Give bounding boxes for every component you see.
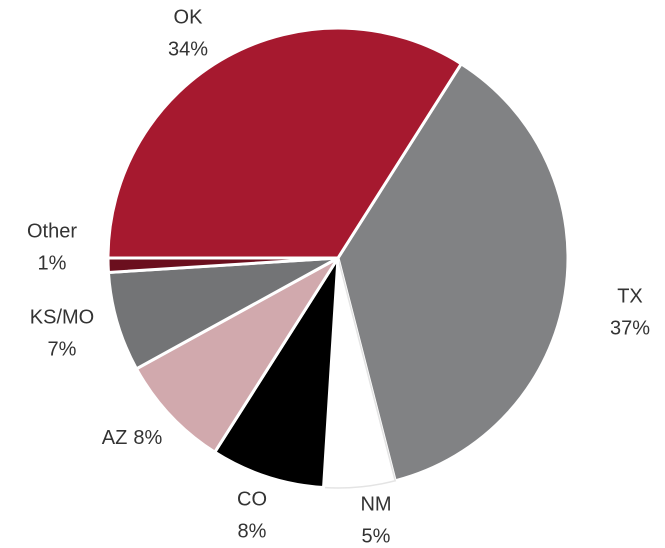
slice-label: OK [174, 6, 204, 28]
pie-slice [106, 256, 339, 371]
slice-category: AZ [102, 427, 128, 449]
slice-label: NM [360, 493, 391, 515]
pie-slice [212, 257, 340, 490]
slice-value-label: 37% [610, 317, 650, 339]
slice-value-label: 5% [362, 525, 391, 547]
slice-value-label: 1% [38, 252, 67, 274]
slice-value-label: 8% [238, 520, 267, 542]
pie-slice [134, 256, 340, 455]
slice-value-label: 8% [133, 427, 162, 449]
slice-label: KS/MO [30, 306, 94, 328]
slice-label: CO [237, 488, 267, 510]
slice-value-label: 7% [48, 338, 77, 360]
slice-label: Other [27, 220, 77, 242]
slice-value-label: 34% [168, 38, 208, 60]
pie-slice [106, 26, 464, 260]
slice-label: AZ 8% [102, 427, 163, 449]
slice-label: TX [617, 285, 643, 307]
